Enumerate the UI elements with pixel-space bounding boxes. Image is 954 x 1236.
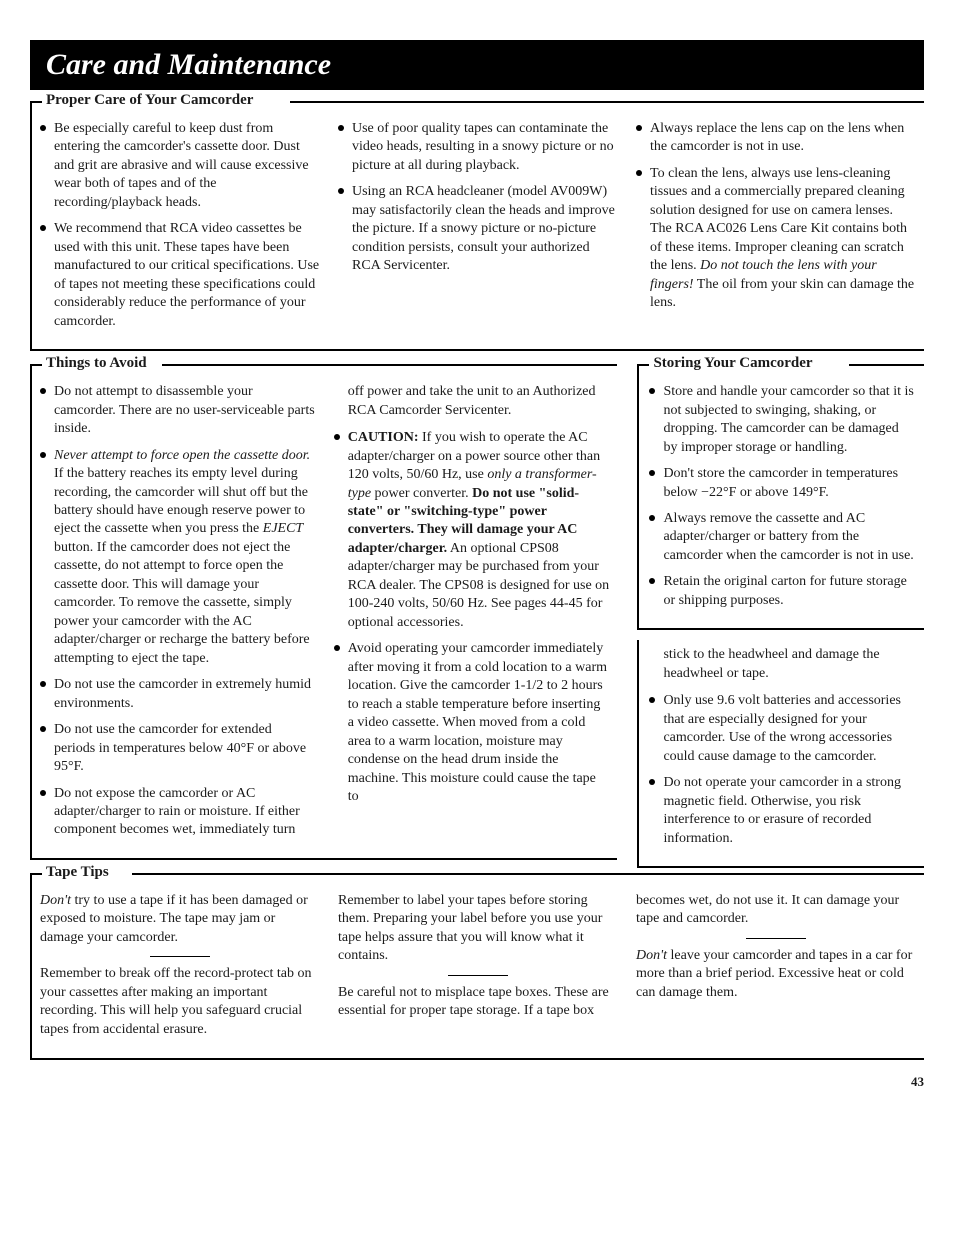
heading-things: Things to Avoid — [42, 355, 153, 372]
list-item: Use of poor quality tapes can contaminat… — [338, 120, 618, 175]
list-item: Be especially careful to keep dust from … — [40, 120, 320, 212]
divider — [746, 938, 806, 939]
list-item: Do not use the camcorder for extended pe… — [40, 721, 316, 776]
list-item: To clean the lens, always use lens-clean… — [636, 165, 916, 313]
continuation-text: stick to the headwheel and damage the he… — [649, 646, 916, 683]
list-item: CAUTION: If you wish to operate the AC a… — [334, 429, 610, 632]
list-item: Retain the original carton for future st… — [649, 573, 916, 610]
things-col2: off power and take the unit to an Author… — [334, 383, 610, 848]
heading-proper-care: Proper Care of Your Camcorder — [42, 92, 259, 109]
list-item: Never attempt to force open the cassette… — [40, 447, 316, 669]
proper-care-col3: Always replace the lens cap on the lens … — [636, 120, 916, 339]
tape-col1: Don't try to use a tape if it has been d… — [40, 892, 320, 1048]
list-item: Using an RCA headcleaner (model AV009W) … — [338, 183, 618, 275]
tape-col2: Remember to label your tapes before stor… — [338, 892, 618, 1048]
list-item: Don't store the camcorder in temperature… — [649, 465, 916, 502]
list-item: Always remove the cassette and AC adapte… — [649, 510, 916, 565]
list-item: Do not use the camcorder in extremely hu… — [40, 676, 316, 713]
list-item: Always replace the lens cap on the lens … — [636, 120, 916, 157]
heading-storing: Storing Your Camcorder — [649, 355, 818, 372]
section-things-avoid: Things to Avoid Do not attempt to disass… — [30, 365, 617, 860]
proper-care-col1: Be especially careful to keep dust from … — [40, 120, 320, 339]
list-item: Do not attempt to disassemble your camco… — [40, 383, 316, 438]
section-storing: Storing Your Camcorder Store and handle … — [637, 365, 924, 630]
section-tape-tips: Tape Tips Don't try to use a tape if it … — [30, 874, 924, 1060]
page-number: 43 — [30, 1074, 924, 1090]
section-proper-care: Proper Care of Your Camcorder Be especia… — [30, 102, 924, 351]
page-title: Care and Maintenance — [30, 40, 924, 90]
things-col1: Do not attempt to disassemble your camco… — [40, 383, 316, 848]
list-item: Only use 9.6 volt batteries and accessor… — [649, 692, 916, 766]
list-item: Do not expose the camcorder or AC adapte… — [40, 785, 316, 840]
list-item: We recommend that RCA video cassettes be… — [40, 220, 320, 331]
list-item: Store and handle your camcorder so that … — [649, 383, 916, 457]
continuation-text: off power and take the unit to an Author… — [334, 383, 610, 420]
heading-tape: Tape Tips — [42, 864, 115, 881]
tape-col3: becomes wet, do not use it. It can damag… — [636, 892, 916, 1048]
proper-care-col2: Use of poor quality tapes can contaminat… — [338, 120, 618, 339]
things-overflow: stick to the headwheel and damage the he… — [637, 640, 924, 868]
divider — [448, 975, 508, 976]
list-item: Do not operate your camcorder in a stron… — [649, 774, 916, 848]
list-item: Avoid operating your camcorder immediate… — [334, 640, 610, 806]
divider — [150, 956, 210, 957]
